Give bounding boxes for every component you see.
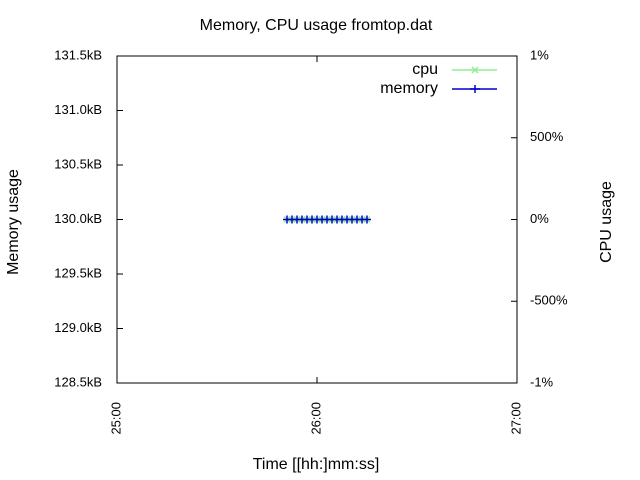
y-tick-label: 131.0kB [54,102,102,117]
y-axis-label: Memory usage [5,169,22,275]
legend-marker [471,66,479,74]
y-tick-label: 130.0kB [54,211,102,226]
chart-title: Memory, CPU usage fromtop.dat [200,17,433,34]
y-tick-label: 130.5kB [54,156,102,171]
x-axis-label: Time [[hh:]mm:ss] [253,456,380,473]
y2-tick-label: 1% [530,47,549,62]
legend-label: memory [380,80,438,97]
y2-tick-label: -1% [530,374,554,389]
legend-marker [470,85,480,93]
legend-label: cpu [412,61,438,78]
y-tick-label: 129.0kB [54,320,102,335]
y-tick-label: 129.5kB [54,265,102,280]
y2-tick-label: 0% [530,211,549,226]
x-tick-label: 26:00 [308,402,323,435]
x-tick-label: 25:00 [108,402,123,435]
y-tick-label: 131.5kB [54,47,102,62]
point [363,215,371,224]
x-tick-label: 27:00 [508,402,523,435]
y2-tick-label: -500% [530,293,568,308]
y2-tick-label: 500% [530,129,564,144]
y-tick-label: 128.5kB [54,374,102,389]
y2-axis-label: CPU usage [598,181,615,263]
